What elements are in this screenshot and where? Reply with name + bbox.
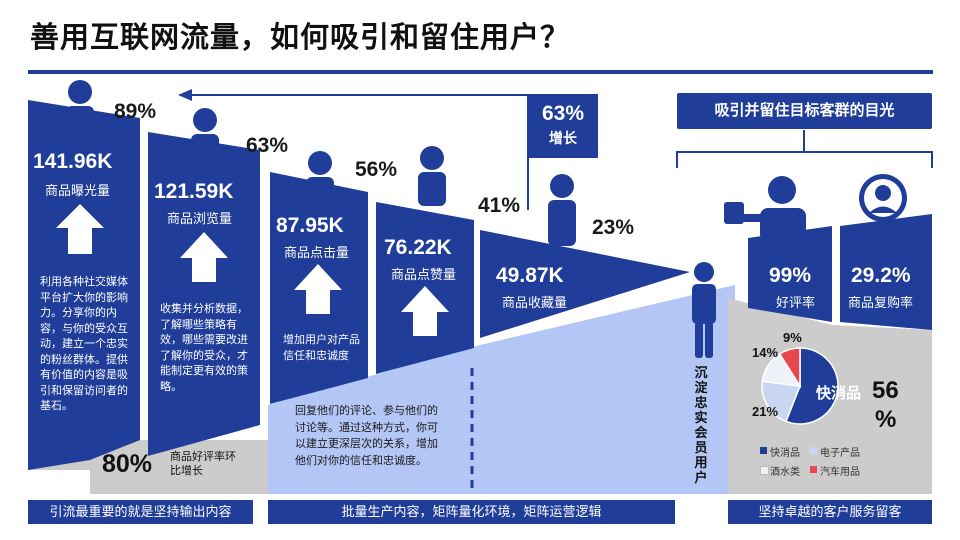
footer-middle: 批量生产内容，矩阵量化环境，矩阵运营逻辑	[268, 500, 675, 524]
favorite-value: 49.87K	[496, 264, 564, 287]
face-icon	[859, 174, 907, 222]
growth-arrowhead	[178, 89, 192, 101]
legend-electronics: 电子产品	[820, 448, 860, 459]
legend-liquor: 酒水类	[770, 467, 800, 478]
rating-band	[90, 440, 268, 494]
footer-right: 坚持卓越的客户服务留客	[728, 500, 932, 524]
bracket	[676, 151, 933, 168]
pie-label-auto: 9%	[783, 330, 802, 345]
up-arrow-icon	[56, 204, 104, 254]
pie-label-electronics: 21%	[752, 404, 779, 419]
page-title: 善用互联网流量，如何吸引和留住用户？	[30, 22, 571, 54]
legend-swatch-auto	[810, 466, 817, 473]
member-icon	[692, 262, 716, 358]
desc-social: 利用各种社交媒体平台扩大你的影响力。分享你的内容，与你的受众互动，建立一个忠实的…	[40, 276, 128, 412]
good-rate-column	[748, 226, 832, 322]
pie-label-fmcg: 快消品	[816, 385, 862, 402]
footer-left: 引流最重要的就是坚持输出内容	[28, 500, 253, 524]
exposure-value: 141.96K	[33, 150, 113, 173]
funnel-col-2	[148, 132, 260, 456]
good-rate-value: 99%	[769, 264, 812, 287]
funnel-col-1	[28, 100, 140, 470]
person-icon	[191, 108, 219, 158]
title-divider	[28, 70, 933, 74]
growth-badge: 63% 增长	[528, 94, 598, 158]
person-icon	[548, 174, 576, 246]
rate-89: 89%	[114, 100, 157, 123]
legend-auto: 汽车用品	[820, 467, 860, 478]
rate-63: 63%	[246, 134, 289, 157]
pie-slice-2	[761, 380, 802, 423]
rate-23: 23%	[592, 216, 635, 239]
growth-percent: 63%	[541, 102, 585, 125]
funnel-col-5	[480, 230, 690, 338]
pie-callout-unit: %	[875, 406, 897, 433]
rating-growth-label: 商品好评率环比增长	[170, 451, 236, 477]
pie-callout-value: 56	[872, 377, 899, 404]
loyal-member-label: 沉淀忠实会员用户	[694, 365, 708, 485]
category-pie-chart	[761, 347, 839, 425]
click-label: 商品点击量	[284, 245, 350, 260]
repurchase-label: 商品复购率	[848, 295, 914, 310]
repurchase-column	[840, 214, 932, 330]
desc-engage: 回复他们的评论、参与他们的讨论等。通过这种方式，你可以建立更深层次的关系，增加他…	[295, 405, 438, 467]
desc-data: 收集并分析数据，了解哪些策略有效，哪些需要改进了解你的受众，才能制定更有效的策略…	[160, 303, 248, 393]
like-value: 76.22K	[384, 236, 452, 259]
good-rate-label: 好评率	[776, 295, 816, 310]
rate-56: 56%	[355, 158, 398, 181]
pie-label-liquor: 14%	[752, 345, 779, 360]
right-panel-header: 吸引并留住目标客群的目光	[677, 93, 932, 129]
growth-label: 增长	[549, 130, 577, 146]
light-blue-area	[268, 285, 735, 494]
rate-41: 41%	[478, 194, 521, 217]
legend-swatch-fmcg	[760, 447, 767, 454]
browse-value: 121.59K	[154, 180, 234, 203]
desc-trust: 增加用户对产品信任和忠诚度	[283, 334, 360, 362]
legend-fmcg: 快消品	[770, 448, 800, 459]
pie-slice-4	[778, 347, 801, 389]
legend-swatch-liquor	[760, 466, 769, 475]
up-arrow-icon	[294, 264, 342, 314]
person-icon	[66, 80, 94, 136]
pie-slice-1	[785, 347, 839, 425]
up-arrow-icon	[401, 286, 449, 336]
click-value: 87.95K	[276, 214, 344, 237]
repurchase-value: 29.2%	[851, 264, 911, 287]
like-label: 商品点赞量	[391, 267, 457, 282]
person-icon	[306, 151, 334, 197]
person-icon	[418, 146, 446, 206]
favorite-label: 商品收藏量	[502, 295, 568, 310]
legend-swatch-electronics	[810, 447, 817, 454]
up-arrow-icon	[180, 232, 228, 282]
rating-growth-value: 80%	[102, 450, 153, 478]
browse-label: 商品浏览量	[167, 211, 233, 226]
waiter-icon	[724, 176, 806, 242]
exposure-label: 商品曝光量	[45, 183, 111, 198]
